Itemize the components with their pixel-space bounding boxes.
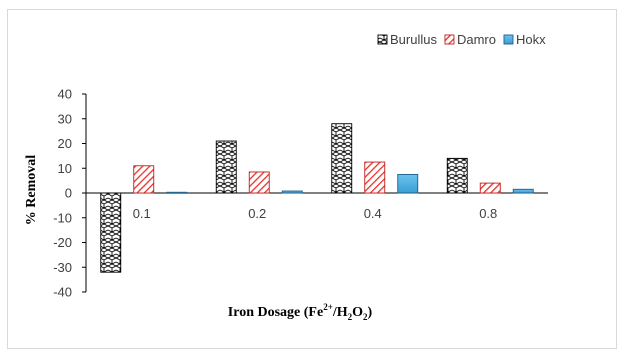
y-tick-label: 10 [58, 161, 72, 176]
y-tick-label: 40 [58, 87, 72, 102]
x-category-label: 0.8 [479, 206, 497, 221]
bar-damro-0-2 [248, 171, 270, 194]
y-tick-label: -40 [53, 285, 72, 300]
bar-damro-0-4 [364, 161, 386, 194]
bar-burullus-0-4 [331, 123, 353, 194]
x-category-label: 0.2 [248, 206, 266, 221]
y-tick-label: 20 [58, 136, 72, 151]
bar-hokx-0-2 [281, 190, 303, 194]
legend-label-hokx: Hokx [516, 32, 546, 47]
y-tick-labels: -40 -30 -20 -10 0 10 20 30 40 [53, 87, 86, 300]
y-tick-label: -10 [53, 210, 72, 225]
bar-hokx-0-1 [166, 191, 188, 194]
legend: Burullus Damro Hokx [377, 32, 546, 47]
y-tick-label: 0 [65, 186, 72, 201]
legend-swatch-damro [444, 34, 455, 45]
chart-frame: -40 -30 -20 -10 0 10 20 30 40 0.1 0.2 0.4 0.8 Burul… [7, 9, 617, 349]
bar-hokx-0-8 [512, 188, 534, 194]
y-tick-label: -20 [53, 235, 72, 250]
y-axis-title: % Removal [24, 155, 39, 225]
bar-burullus-0-8 [446, 157, 468, 194]
bar-damro-0-8 [479, 182, 501, 194]
axes [85, 94, 548, 292]
bar-hokx-0-4 [397, 173, 419, 194]
legend-label-burullus: Burullus [390, 32, 437, 47]
bar-damro-0-1 [133, 165, 155, 194]
x-axis-title: Iron Dosage (Fe2+/H2O2) [228, 302, 373, 322]
bar-burullus-0-1 [100, 192, 122, 273]
bar-burullus-0-2 [215, 140, 237, 194]
x-category-label: 0.1 [133, 206, 151, 221]
legend-swatch-burullus [377, 34, 388, 45]
y-tick-label: 30 [58, 111, 72, 126]
legend-label-damro: Damro [457, 32, 496, 47]
x-category-labels: 0.1 0.2 0.4 0.8 [133, 206, 498, 221]
x-category-label: 0.4 [364, 206, 382, 221]
y-tick-label: -30 [53, 260, 72, 275]
bars [100, 123, 534, 273]
legend-swatch-hokx [503, 34, 514, 45]
bar-chart: -40 -30 -20 -10 0 10 20 30 40 0.1 0.2 0.4 0.8 Burul… [24, 32, 548, 322]
